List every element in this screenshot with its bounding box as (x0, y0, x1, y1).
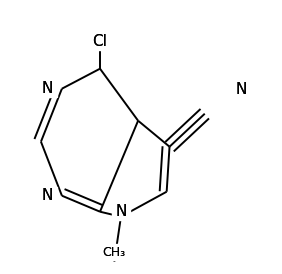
Text: N: N (235, 82, 247, 97)
Text: CH₃: CH₃ (103, 246, 126, 259)
Bar (88, 34, 112, 50)
Bar (112, 204, 130, 220)
Bar (38, 187, 56, 204)
Text: Cl: Cl (92, 35, 107, 49)
Bar (232, 82, 251, 98)
Text: N: N (41, 188, 53, 203)
Text: N: N (115, 204, 127, 219)
Text: N: N (41, 81, 53, 96)
Text: N: N (41, 81, 53, 96)
Bar (38, 81, 56, 97)
Text: N: N (235, 82, 247, 97)
Text: N: N (115, 204, 127, 219)
Text: N: N (41, 188, 53, 203)
Bar (102, 244, 126, 260)
Text: Cl: Cl (92, 35, 107, 49)
Text: CH₃: CH₃ (103, 246, 126, 259)
